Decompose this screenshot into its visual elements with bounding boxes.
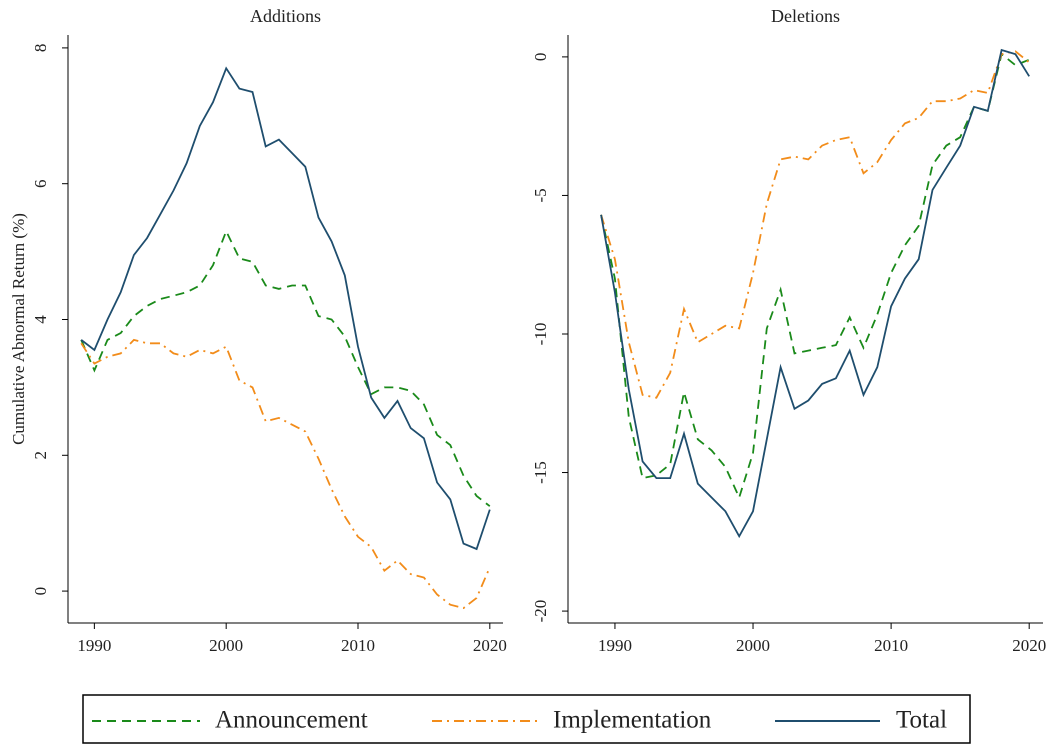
chart-title: Deletions (771, 6, 840, 26)
x-tick-label: 2020 (473, 636, 507, 655)
y-tick-label: 0 (31, 587, 50, 596)
x-tick-label: 2000 (736, 636, 770, 655)
series-line (80, 228, 491, 507)
x-tick-label: 2010 (874, 636, 908, 655)
y-tick-label: -20 (531, 600, 550, 623)
series-line (600, 52, 1030, 501)
series-line (80, 338, 491, 610)
y-tick-label: -5 (531, 188, 550, 202)
x-tick-label: 2010 (341, 636, 375, 655)
y-tick-label: 0 (531, 53, 550, 62)
legend-label: Total (896, 707, 947, 734)
y-tick-label: 4 (31, 315, 50, 324)
y-tick-label: -15 (531, 461, 550, 484)
legend-label: Announcement (215, 707, 368, 734)
x-tick-label: 1990 (77, 636, 111, 655)
y-tick-label: 8 (31, 44, 50, 53)
series-line (600, 48, 1030, 539)
legend-label: Implementation (553, 707, 712, 734)
x-tick-label: 2000 (209, 636, 243, 655)
series-line (80, 66, 491, 551)
chart-title: Additions (250, 6, 321, 26)
y-tick-label: 2 (31, 451, 50, 460)
y-tick-label: -10 (531, 323, 550, 346)
x-tick-label: 2020 (1012, 636, 1046, 655)
series-line (600, 50, 1030, 399)
legend-box (82, 694, 971, 744)
y-tick-label: 6 (31, 179, 50, 188)
y-axis-label: Cumulative Abnormal Return (%) (9, 213, 28, 445)
x-tick-label: 1990 (598, 636, 632, 655)
